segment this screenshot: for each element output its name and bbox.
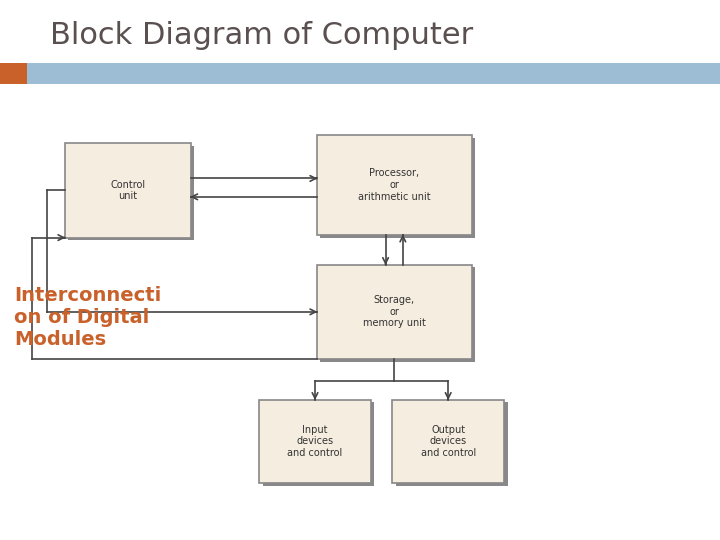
Text: Block Diagram of Computer: Block Diagram of Computer: [50, 21, 474, 50]
Bar: [392, 400, 504, 483]
Bar: [259, 400, 371, 483]
Text: Processor,
or
arithmetic unit: Processor, or arithmetic unit: [358, 168, 431, 201]
Bar: [68, 146, 194, 240]
Bar: [396, 402, 508, 486]
Bar: [320, 267, 475, 362]
Text: Storage,
or
memory unit: Storage, or memory unit: [363, 295, 426, 328]
Text: Output
devices
and control: Output devices and control: [420, 425, 476, 458]
Text: Control
unit: Control unit: [110, 179, 145, 201]
Bar: [0, 63, 720, 84]
Bar: [317, 135, 472, 235]
Bar: [320, 138, 475, 238]
Bar: [263, 402, 374, 486]
Bar: [65, 143, 191, 238]
Bar: [0, 63, 27, 84]
Text: Interconnecti
on of Digital
Modules: Interconnecti on of Digital Modules: [14, 286, 162, 349]
Text: Input
devices
and control: Input devices and control: [287, 425, 343, 458]
Bar: [317, 265, 472, 359]
